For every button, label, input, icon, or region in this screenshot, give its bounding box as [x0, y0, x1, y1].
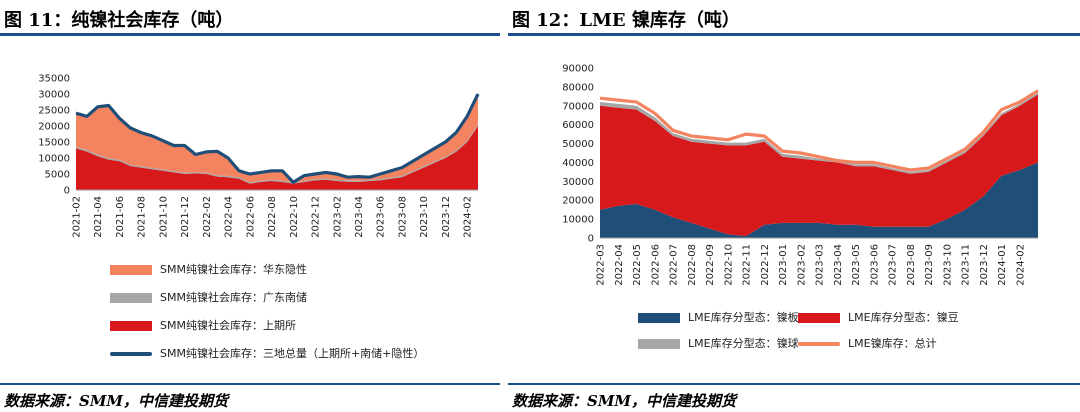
- right-x-tick-label: 2023-05: [851, 244, 862, 286]
- right-y-tick-label: 20000: [562, 196, 594, 207]
- left-legend-swatch: [110, 265, 152, 275]
- left-chart: 0 5000 10000 15000 20000 25000 30000 35000 2021-…: [38, 74, 480, 238]
- left-source: 数据来源：SMM，中信建投期货: [4, 392, 229, 410]
- right-x-tick-label: 2022-06: [650, 244, 661, 286]
- right-x-tick-label: 2022-12: [760, 244, 771, 286]
- left-y-tick-label: 0: [64, 186, 70, 197]
- right-y-tick-label: 90000: [562, 64, 594, 75]
- right-x-tick-label: 2023-10: [942, 244, 953, 286]
- right-legend-swatch: [638, 313, 680, 323]
- right-source: 数据来源：SMM，中信建投期货: [512, 392, 737, 410]
- right-area-series-2: [600, 94, 1038, 237]
- left-legend-label: SMM纯镍社会库存：上期所: [160, 319, 296, 332]
- right-x-tick-label: 2023-06: [869, 244, 880, 286]
- right-title-rule: [508, 33, 1080, 36]
- right-legend-swatch: [798, 342, 840, 346]
- left-total-line: [75, 93, 480, 184]
- right-x-tick-label: 2023-11: [961, 244, 972, 286]
- left-y-tick-label: 15000: [38, 138, 70, 149]
- right-x-tick-label: 2022-11: [742, 244, 753, 286]
- left-x-tick-label: 2023-12: [441, 196, 452, 238]
- left-x-tick-label: 2023-10: [419, 196, 430, 238]
- right-area-series-1: [600, 162, 1038, 238]
- left-x-tick-label: 2021-04: [93, 196, 104, 238]
- left-legend-label: SMM纯镍社会库存：三地总量（上期所+南储+隐性）: [160, 347, 425, 360]
- right-x-tick-label: 2024-02: [1015, 244, 1026, 286]
- left-x-tick-label: 2021-12: [180, 196, 191, 238]
- left-legend-swatch: [110, 321, 152, 331]
- right-y-tick-label: 50000: [562, 139, 594, 150]
- right-figure: 图 12：LME 镍库存（吨） 0 10000 20000 30000 40000 500…: [508, 0, 1080, 412]
- left-y-tick-label: 20000: [38, 122, 70, 133]
- left-figure-title: 图 11：纯镍社会库存（吨）: [4, 10, 234, 31]
- left-legend-swatch: [110, 293, 152, 303]
- right-total-line: [599, 89, 1039, 172]
- right-y-tick-label: 60000: [562, 120, 594, 131]
- right-y-tick-label: 40000: [562, 158, 594, 169]
- right-legend: LME库存分型态：镍板 LME库存分型态：镍豆 LME库存分型态：镍球 LME镍库存：…: [638, 310, 1058, 360]
- right-x-tick-label: 2022-05: [632, 244, 643, 286]
- left-legend-label: SMM纯镍社会库存：广东南储: [160, 291, 307, 304]
- right-x-tick-label: 2023-04: [833, 244, 844, 286]
- left-x-tick-label: 2023-06: [376, 196, 387, 238]
- right-x-tick-label: 2023-12: [979, 244, 990, 286]
- right-legend-label: LME库存分型态：镍球: [688, 337, 799, 350]
- left-legend-label: SMM纯镍社会库存：华东隐性: [160, 263, 307, 276]
- right-x-tick-label: 2024-01: [997, 244, 1008, 286]
- right-y-tick-label: 70000: [562, 101, 594, 112]
- left-x-tick-label: 2024-02: [463, 196, 474, 238]
- left-x-tick-label: 2023-08: [397, 196, 408, 238]
- left-x-tick-label: 2021-02: [72, 196, 83, 238]
- right-x-tick-label: 2022-03: [596, 244, 607, 286]
- right-legend-swatch: [798, 313, 840, 323]
- right-figure-title: 图 12：LME 镍库存（吨）: [512, 10, 740, 31]
- right-legend-swatch: [638, 339, 680, 349]
- left-x-tick-label: 2022-02: [202, 196, 213, 238]
- left-x-tick-label: 2021-08: [137, 196, 148, 238]
- left-x-tick-label: 2022-10: [289, 196, 300, 238]
- left-area-series-1: [76, 126, 478, 190]
- left-legend: SMM纯镍社会库存：华东隐性 SMM纯镍社会库存：广东南储 SMM纯镍社会库存：上期…: [110, 262, 490, 372]
- left-bottom-rule: [0, 383, 500, 385]
- left-x-tick-label: 2022-12: [311, 196, 322, 238]
- right-x-tick-label: 2022-04: [614, 244, 625, 286]
- right-x-tick-label: 2022-09: [705, 244, 716, 286]
- left-x-tick-label: 2021-06: [115, 196, 126, 238]
- left-x-tick-label: 2022-08: [267, 196, 278, 238]
- left-title-rule: [0, 33, 500, 36]
- left-y-tick-label: 10000: [38, 154, 70, 165]
- right-x-tick-label: 2023-07: [888, 244, 899, 286]
- right-y-tick-label: 30000: [562, 177, 594, 188]
- left-area-series-3: [76, 94, 478, 183]
- right-x-tick-label: 2023-01: [778, 244, 789, 286]
- right-x-tick-label: 2022-08: [687, 244, 698, 286]
- left-figure: 图 11：纯镍社会库存（吨） 0 5000 10000 15000 20000 25000…: [0, 0, 500, 412]
- right-legend-label: LME库存分型态：镍豆: [848, 311, 959, 324]
- right-x-tick-label: 2023-02: [796, 244, 807, 286]
- left-y-tick-label: 25000: [38, 106, 70, 117]
- left-y-tick-label: 35000: [38, 74, 70, 85]
- right-y-tick-label: 80000: [562, 82, 594, 93]
- right-x-tick-label: 2022-07: [669, 244, 680, 286]
- right-chart: 0 10000 20000 30000 40000 50000 60000 70000 8000…: [562, 64, 1039, 286]
- left-x-tick-label: 2022-06: [245, 196, 256, 238]
- right-legend-label: LME库存分型态：镍板: [688, 311, 799, 324]
- left-x-tick-label: 2022-04: [224, 196, 235, 238]
- right-x-tick-label: 2023-08: [906, 244, 917, 286]
- right-bottom-rule: [508, 383, 1080, 385]
- right-x-tick-label: 2023-03: [815, 244, 826, 286]
- left-x-tick-label: 2021-10: [158, 196, 169, 238]
- right-y-tick-label: 0: [588, 234, 594, 245]
- right-y-tick-label: 10000: [562, 215, 594, 226]
- left-y-tick-label: 30000: [38, 90, 70, 101]
- right-x-tick-label: 2023-09: [924, 244, 935, 286]
- right-x-tick-label: 2022-10: [723, 244, 734, 286]
- left-y-tick-label: 5000: [45, 170, 70, 181]
- left-x-tick-label: 2023-04: [354, 196, 365, 238]
- left-x-tick-label: 2023-02: [332, 196, 343, 238]
- left-legend-swatch: [110, 352, 152, 356]
- right-legend-label: LME镍库存：总计: [848, 337, 937, 350]
